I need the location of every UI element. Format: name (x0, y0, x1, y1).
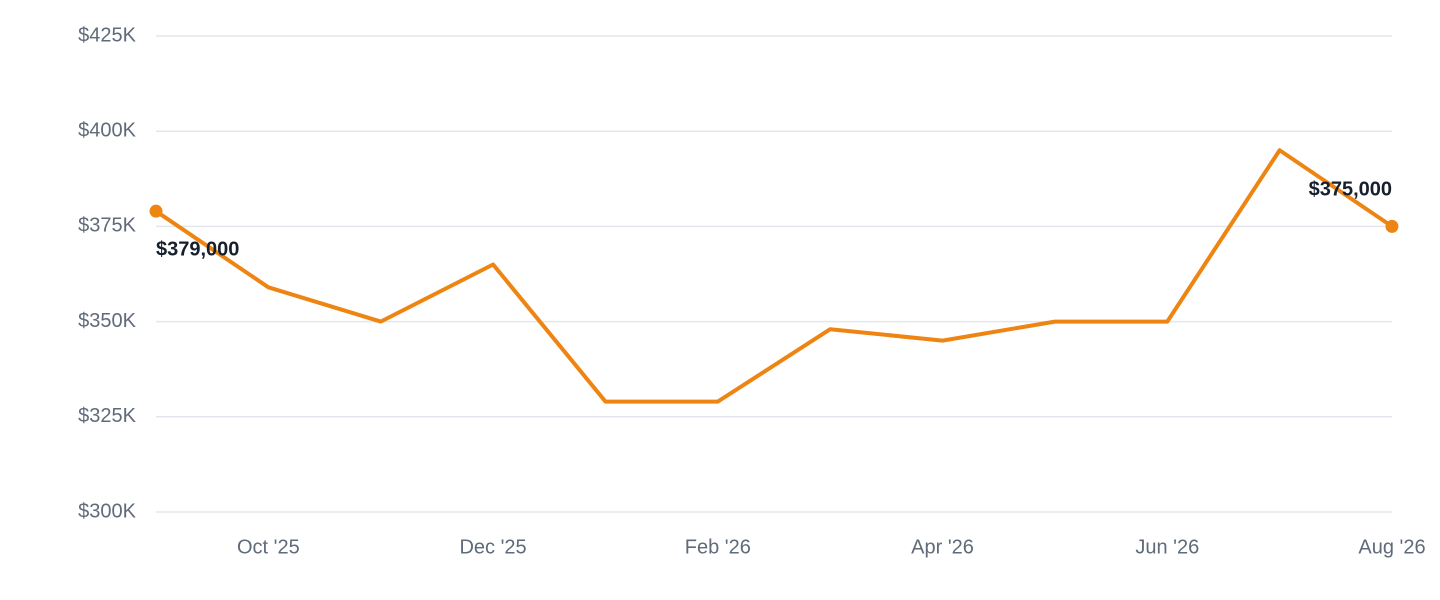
x-tick-label: Jun '26 (1135, 536, 1199, 558)
y-tick-label: $400K (78, 119, 136, 141)
x-tick-label: Dec '25 (459, 536, 526, 558)
x-tick-label: Aug '26 (1358, 536, 1425, 558)
x-tick-label: Feb '26 (685, 536, 751, 558)
y-tick-label: $425K (78, 24, 136, 46)
y-tick-label: $375K (78, 215, 136, 237)
y-tick-label: $300K (78, 500, 136, 522)
point (1385, 219, 1399, 233)
value-label: $379,000 (156, 238, 239, 260)
y-tick-label: $350K (78, 310, 136, 332)
line (154, 148, 1394, 404)
x-tick-label: Oct '25 (237, 536, 300, 558)
point (149, 204, 163, 218)
value-label: $375,000 (1309, 179, 1392, 201)
x-tick-label: Apr '26 (911, 536, 974, 558)
y-tick-label: $325K (78, 405, 136, 427)
